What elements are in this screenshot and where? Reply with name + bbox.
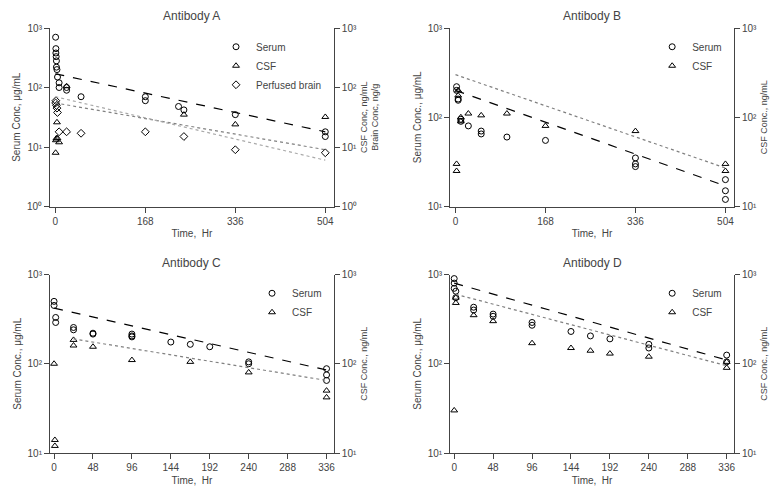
svg-text:96: 96	[126, 462, 138, 473]
svg-text:CSF Conc., ng/mL: CSF Conc., ng/mL	[359, 327, 369, 401]
svg-text:0: 0	[451, 462, 457, 473]
svg-text:Perfused brain: Perfused brain	[256, 80, 321, 91]
svg-text:CSF Conc, ng/mLBrain Conc, ng/: CSF Conc, ng/mLBrain Conc, ng/g	[359, 81, 381, 153]
svg-text:10³: 10³	[28, 269, 43, 280]
svg-text:144: 144	[563, 462, 580, 473]
svg-text:Antibody C: Antibody C	[162, 256, 221, 270]
svg-text:10²: 10²	[742, 358, 757, 369]
svg-text:336: 336	[318, 462, 335, 473]
svg-text:Antibody A: Antibody A	[163, 9, 220, 23]
svg-text:10³: 10³	[742, 269, 757, 280]
svg-text:336: 336	[718, 462, 735, 473]
svg-text:10³: 10³	[428, 23, 443, 34]
svg-text:10²: 10²	[342, 82, 357, 93]
svg-text:192: 192	[602, 462, 619, 473]
svg-text:CSF: CSF	[692, 307, 712, 318]
svg-text:240: 240	[640, 462, 657, 473]
svg-text:10³: 10³	[28, 23, 43, 34]
svg-text:10³: 10³	[342, 23, 357, 34]
svg-text:Time, Hr: Time, Hr	[172, 475, 213, 486]
svg-text:240: 240	[240, 462, 257, 473]
svg-text:Antibody B: Antibody B	[563, 9, 621, 23]
svg-text:10²: 10²	[342, 358, 357, 369]
svg-text:Time, Hr: Time, Hr	[572, 228, 613, 239]
svg-text:Antibody D: Antibody D	[563, 256, 622, 270]
svg-text:CSF Conc., ng/mL: CSF Conc., ng/mL	[759, 80, 769, 154]
svg-text:10¹: 10¹	[342, 448, 357, 459]
svg-text:48: 48	[87, 462, 99, 473]
svg-text:48: 48	[488, 462, 500, 473]
svg-text:Serum Conc., μg/mL: Serum Conc., μg/mL	[412, 317, 423, 409]
svg-text:Serum: Serum	[292, 288, 321, 299]
svg-text:0: 0	[453, 216, 459, 227]
svg-text:CSF: CSF	[692, 61, 712, 72]
svg-text:CSF: CSF	[292, 307, 312, 318]
svg-text:288: 288	[279, 462, 296, 473]
svg-text:10¹: 10¹	[428, 448, 443, 459]
svg-text:10¹: 10¹	[742, 201, 757, 212]
svg-text:10¹: 10¹	[342, 142, 357, 153]
svg-text:10²: 10²	[428, 358, 443, 369]
svg-text:10²: 10²	[742, 112, 757, 123]
svg-text:504: 504	[717, 216, 734, 227]
svg-text:96: 96	[526, 462, 538, 473]
svg-text:Serum: Serum	[692, 288, 721, 299]
svg-text:10²: 10²	[28, 82, 43, 93]
svg-text:10⁰: 10⁰	[27, 201, 42, 212]
svg-text:Serum Conc., μg/mL: Serum Conc., μg/mL	[12, 317, 23, 409]
svg-text:336: 336	[627, 216, 644, 227]
svg-text:0: 0	[51, 462, 57, 473]
svg-text:504: 504	[317, 216, 334, 227]
svg-text:10³: 10³	[342, 269, 357, 280]
svg-text:Time, Hr: Time, Hr	[572, 475, 613, 486]
svg-text:10²: 10²	[28, 358, 43, 369]
svg-text:10²: 10²	[428, 112, 443, 123]
svg-text:168: 168	[137, 216, 154, 227]
svg-text:192: 192	[201, 462, 218, 473]
svg-text:Serum Conc., μg/mL: Serum Conc., μg/mL	[412, 71, 423, 163]
svg-text:168: 168	[537, 216, 554, 227]
svg-text:Serum: Serum	[256, 42, 285, 53]
svg-text:10¹: 10¹	[28, 448, 43, 459]
svg-text:CSF Conc., ng/mL: CSF Conc., ng/mL	[759, 327, 769, 401]
svg-text:10⁰: 10⁰	[342, 201, 357, 212]
svg-text:10¹: 10¹	[28, 142, 43, 153]
svg-text:10³: 10³	[428, 269, 443, 280]
svg-text:144: 144	[162, 462, 179, 473]
svg-text:10³: 10³	[742, 23, 757, 34]
svg-text:336: 336	[227, 216, 244, 227]
svg-text:0: 0	[53, 216, 59, 227]
svg-text:288: 288	[679, 462, 696, 473]
svg-text:Serum Conc, μg/mL: Serum Conc, μg/mL	[11, 72, 22, 162]
svg-text:CSF: CSF	[256, 61, 276, 72]
svg-text:Time, Hr: Time, Hr	[172, 228, 213, 239]
svg-text:10¹: 10¹	[742, 448, 757, 459]
svg-text:Serum: Serum	[692, 42, 721, 53]
svg-text:10¹: 10¹	[428, 201, 443, 212]
